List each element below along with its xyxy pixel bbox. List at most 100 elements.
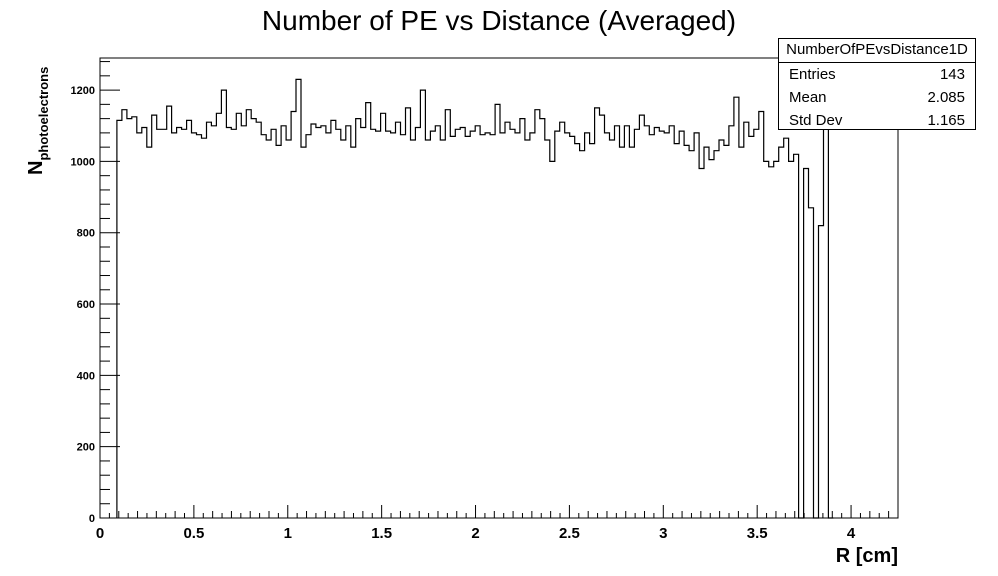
histogram-bin [236,113,241,518]
y-tick-label: 0 [89,513,95,525]
histogram-bin [510,129,515,518]
histogram-bin [251,119,256,518]
histogram-bin [450,136,455,518]
histogram-bin [629,147,634,518]
histogram-bin [649,135,654,518]
y-tick-label: 600 [77,299,95,311]
histogram-bin [555,131,560,518]
histogram-bin [714,151,719,518]
histogram-bin [575,144,580,518]
histogram-bin [724,145,729,518]
x-tick-label: 4 [847,525,856,542]
stats-entries-label: Entries [789,66,836,83]
histogram-bin [301,147,306,518]
histogram-bin [226,128,231,519]
stats-box-title: NumberOfPEvsDistance1D [779,39,975,63]
y-axis-label-main: N [25,161,47,175]
histogram-bin [425,140,430,518]
histogram-bin [122,110,127,518]
histogram-bin [754,129,759,518]
histogram-bin [316,128,321,519]
histogram-bin [565,133,570,518]
stats-mean-value: 2.085 [927,89,965,106]
stats-std-value: 1.165 [927,112,965,129]
histogram-bin [331,120,336,518]
histogram-bin [525,140,530,518]
histogram-bin [197,135,202,518]
histogram-bin [610,140,615,518]
histogram-bin [709,160,714,518]
histogram-bin [455,129,460,518]
axes: 0 0.5 1 1.5 2 2.5 3 3.5 4 0 200 400 600 800 1000 1200 [71,57,899,542]
histogram-bin [759,112,764,519]
y-tick-label: 800 [77,228,95,240]
stats-mean-row: Mean 2.085 [779,86,975,109]
histogram-bin [256,122,261,518]
histogram-bin [356,119,361,518]
histogram-outline [116,78,834,519]
y-axis-label-sub: photoelectrons [36,67,51,161]
histogram-bin [286,140,291,518]
x-tick-label: 0 [96,525,104,542]
histogram-bin [719,140,724,518]
histogram-bin [406,108,411,518]
histogram-bin [634,129,639,518]
histogram-bin [192,133,197,518]
histogram-bin [605,133,610,518]
histogram-bin [664,133,669,518]
x-tick-label: 3.5 [747,525,768,542]
histogram-bin [341,140,346,518]
histogram-bin [117,120,122,518]
histogram-bin [411,140,416,518]
stats-std-label: Std Dev [789,112,843,129]
histogram-bin [490,135,495,518]
y-tick-label: 1200 [71,85,95,97]
stats-entries-value: 143 [939,66,965,83]
histogram-bin [386,131,391,518]
histogram-bin [500,133,505,518]
histogram-bin [505,122,510,518]
histogram-bin [147,147,152,518]
histogram-bin [475,126,480,518]
stats-entries-row: Entries 143 [779,63,975,86]
histogram-bin [415,128,420,519]
histogram-bin [644,126,649,518]
histogram-bin [739,147,744,518]
histogram-bin [142,128,147,519]
histogram-bin [669,126,674,518]
histogram-bin [674,144,679,518]
chart-title: Number of PE vs Distance (Averaged) [262,5,736,36]
histogram-bin [595,108,600,518]
histogram-bin [749,136,754,518]
y-tick-label: 1000 [71,156,95,168]
histogram-bin [779,147,784,518]
histogram-bin [764,161,769,518]
histogram-bin [296,79,301,518]
histogram-bin [545,140,550,518]
x-tick-label: 1 [284,525,292,542]
histogram-bin [654,128,659,519]
histogram-bin [311,124,316,518]
histogram-bin [639,115,644,518]
histogram-bin [291,112,296,519]
histogram-bin [704,147,709,518]
svg-text:Nphotoelectrons: Nphotoelectrons [25,67,51,175]
histogram-bin [440,140,445,518]
axis-labels: R [cm] Nphotoelectrons [25,67,898,567]
histogram-bin [152,115,157,518]
histogram-bin [137,133,142,518]
histogram-bin [784,138,789,518]
histogram-bin [207,122,212,518]
histogram-bin [167,106,172,518]
histogram-bin [445,110,450,518]
histogram-bin [465,136,470,518]
histogram-bin [127,119,132,518]
histogram-bin [659,131,664,518]
histogram-bin [744,122,749,518]
histogram-bin [346,126,351,518]
histogram-bin [306,135,311,518]
histogram-bin [560,122,565,518]
histogram-bin [435,126,440,518]
x-axis-label: R [cm] [836,545,898,567]
histogram-bin [590,144,595,518]
